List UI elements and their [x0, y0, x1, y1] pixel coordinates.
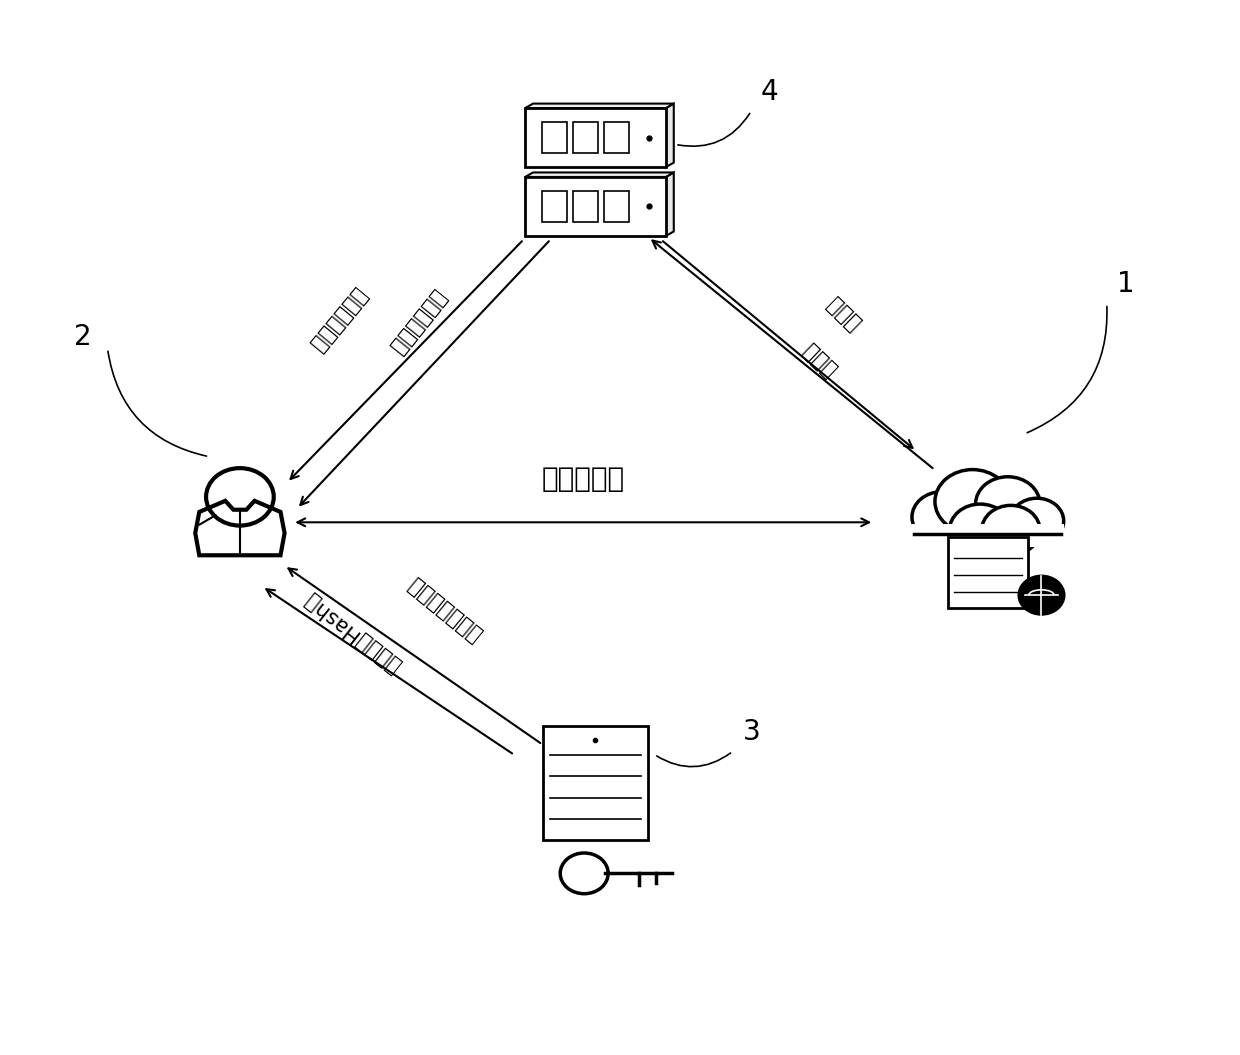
FancyBboxPatch shape — [604, 191, 629, 222]
FancyBboxPatch shape — [604, 122, 629, 153]
Text: 文件的加密密鑰: 文件的加密密鑰 — [404, 574, 485, 645]
FancyBboxPatch shape — [542, 122, 568, 153]
Circle shape — [976, 477, 1040, 532]
Circle shape — [1011, 498, 1064, 543]
FancyBboxPatch shape — [949, 537, 1028, 608]
FancyBboxPatch shape — [525, 177, 666, 236]
Text: 客户端去重: 客户端去重 — [542, 465, 625, 493]
Circle shape — [982, 505, 1040, 555]
Text: 4: 4 — [761, 78, 779, 106]
Text: 发送认证标签: 发送认证标签 — [306, 285, 370, 356]
Circle shape — [1018, 576, 1064, 615]
Polygon shape — [525, 103, 673, 108]
Circle shape — [911, 492, 972, 542]
Text: 密鑰更新信息: 密鑰更新信息 — [387, 287, 449, 359]
Text: 挑战値: 挑战値 — [823, 294, 864, 334]
FancyBboxPatch shape — [542, 191, 568, 222]
Text: 消息块的Hash値: 消息块的Hash値 — [300, 589, 403, 676]
Text: 3: 3 — [743, 718, 760, 746]
FancyBboxPatch shape — [573, 191, 598, 222]
Text: 2: 2 — [74, 323, 92, 350]
FancyBboxPatch shape — [573, 122, 598, 153]
Text: 1: 1 — [1116, 270, 1135, 299]
FancyBboxPatch shape — [525, 108, 666, 167]
Bar — [911, 523, 1064, 548]
Polygon shape — [666, 103, 673, 167]
Circle shape — [935, 469, 1011, 534]
Circle shape — [950, 504, 1011, 556]
Polygon shape — [666, 172, 673, 236]
FancyBboxPatch shape — [543, 726, 649, 840]
Polygon shape — [525, 172, 673, 177]
Text: 响应値: 响应値 — [799, 340, 839, 380]
